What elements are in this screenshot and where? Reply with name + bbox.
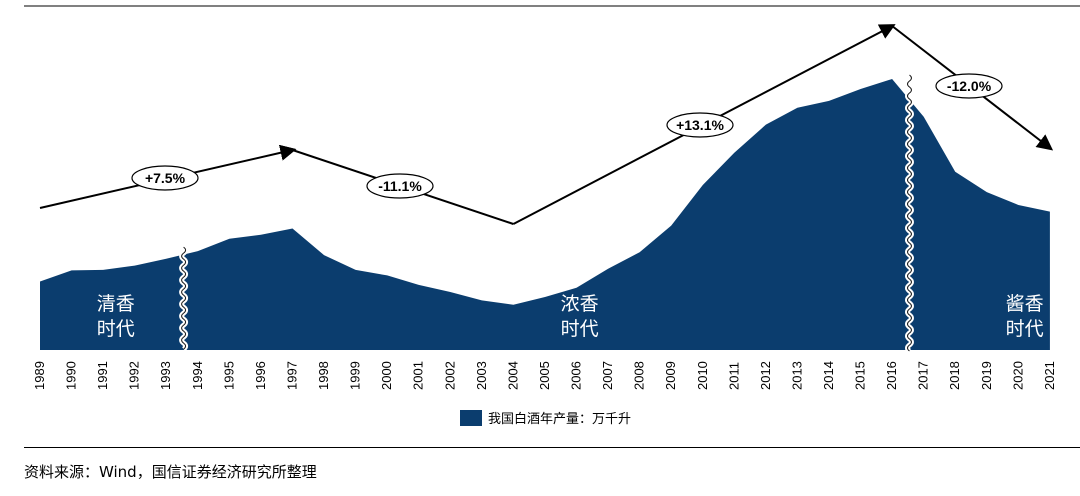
x-tick-2019: 2019	[979, 361, 994, 390]
x-tick-2007: 2007	[600, 361, 615, 390]
trend-label-1: +7.5%	[145, 170, 186, 186]
era-label-3-line1: 酱香	[1006, 293, 1044, 315]
x-tick-1996: 1996	[253, 361, 268, 390]
x-tick-2015: 2015	[853, 361, 868, 390]
legend-swatch	[460, 409, 482, 426]
trend-badge-3	[666, 112, 734, 138]
trend-label-4: -12.0%	[947, 78, 992, 94]
era-label-2-line2: 时代	[561, 318, 599, 340]
x-tick-2014: 2014	[821, 361, 836, 390]
x-tick-1991: 1991	[95, 361, 110, 390]
arrowhead-peak-2016	[877, 24, 896, 39]
x-tick-2017: 2017	[916, 361, 931, 390]
x-tick-1997: 1997	[284, 361, 299, 390]
area-layer	[39, 78, 1050, 350]
x-axis-ticks: 1989 1990 1991 1992 1993 1994 1995 1996 1997 1998…	[32, 361, 1057, 390]
x-tick-1990: 1990	[64, 361, 79, 390]
axis-breaks	[179, 72, 914, 353]
era-label-1-line1: 清香	[97, 293, 135, 315]
trend-label-3: +13.1%	[676, 117, 724, 133]
x-tick-2011: 2011	[726, 362, 741, 390]
source-divider	[24, 447, 1080, 448]
x-tick-2004: 2004	[505, 361, 520, 390]
arrowhead-peak-1997	[278, 144, 297, 161]
x-tick-2021: 2021	[1042, 361, 1057, 390]
x-tick-1993: 1993	[158, 361, 173, 390]
x-tick-1989: 1989	[32, 361, 47, 390]
x-tick-1998: 1998	[316, 361, 331, 390]
x-tick-2003: 2003	[474, 361, 489, 390]
x-tick-2016: 2016	[884, 361, 899, 390]
x-tick-2012: 2012	[758, 361, 773, 390]
x-tick-2000: 2000	[379, 361, 394, 390]
x-tick-2009: 2009	[663, 361, 678, 390]
axis-break-line-1993	[181, 246, 187, 350]
legend: 我国白酒年产量：万千升	[460, 408, 631, 427]
x-tick-2010: 2010	[695, 361, 710, 390]
x-tick-2020: 2020	[1010, 361, 1025, 390]
trend-arrows: +7.5% -11.1% +13.1% -12.0%	[39, 24, 1054, 225]
legend-label: 我国白酒年产量：万千升	[488, 412, 632, 427]
x-tick-2001: 2001	[411, 361, 426, 390]
x-tick-2002: 2002	[442, 361, 457, 390]
axis-break-line-2016	[906, 74, 912, 352]
x-tick-2006: 2006	[569, 361, 584, 390]
x-tick-2005: 2005	[537, 361, 552, 390]
era-label-1-line2: 时代	[97, 318, 135, 340]
x-tick-2008: 2008	[632, 361, 647, 390]
x-tick-1992: 1992	[127, 361, 142, 390]
era-label-2-line1: 浓香	[561, 293, 599, 315]
trend-label-2: -11.1%	[378, 178, 422, 194]
x-tick-1995: 1995	[221, 361, 236, 390]
source-note: 资料来源：Wind，国信证券经济研究所整理	[24, 463, 317, 481]
era-label-3-line2: 时代	[1006, 318, 1044, 340]
x-tick-2018: 2018	[947, 361, 962, 390]
trend-badge-1	[131, 165, 199, 191]
x-tick-1994: 1994	[190, 361, 205, 390]
x-tick-1999: 1999	[348, 361, 363, 390]
trend-badge-2	[366, 173, 434, 199]
trend-badge-4	[935, 73, 1003, 99]
x-tick-2013: 2013	[789, 361, 804, 390]
area-series	[40, 79, 1050, 350]
